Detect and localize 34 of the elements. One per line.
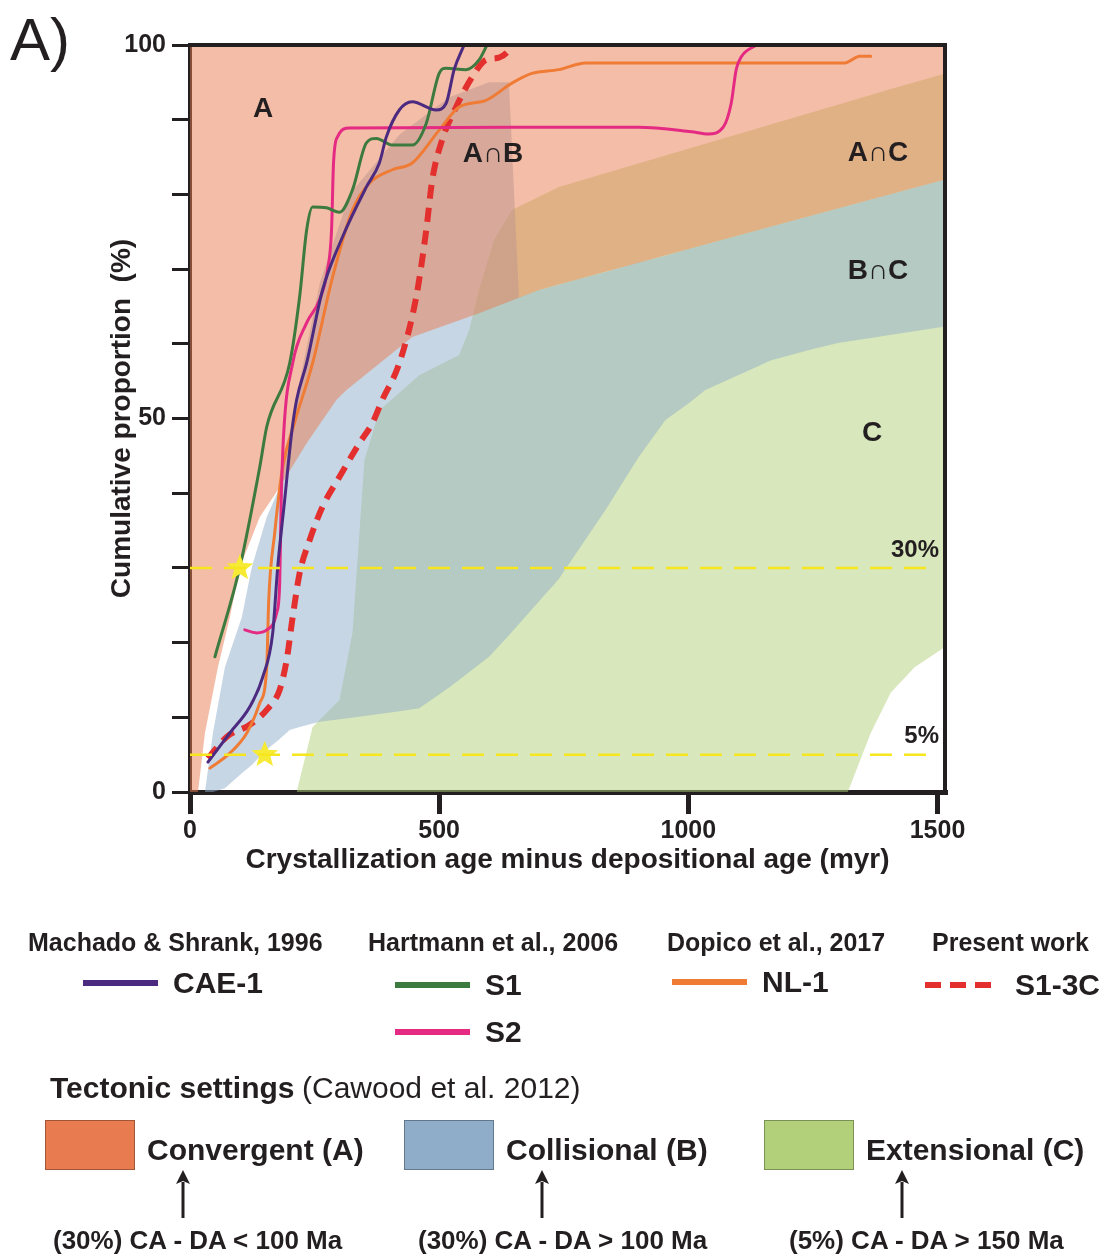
text: Present work xyxy=(932,927,1090,956)
text: Machado & Shrank, 1996 xyxy=(28,927,323,956)
text: Dopico et al., 2017 xyxy=(667,927,886,956)
text: Hartmann et al., 2006 xyxy=(368,927,619,956)
chart-title: A) xyxy=(10,6,70,73)
legend-label: S1-3C xyxy=(1015,968,1101,1001)
legend-label: S1 xyxy=(485,968,522,1001)
x-tick-label: 1000 xyxy=(660,814,717,843)
x-tick-label: 500 xyxy=(418,814,461,843)
legend-label: Collisional (B) xyxy=(506,1133,708,1166)
text: (30%) CA - DA < 100 Ma xyxy=(53,1225,343,1255)
y-tick-label: 50 xyxy=(138,402,166,431)
text: Tectonic settings xyxy=(50,1071,295,1104)
legend-label: NL-1 xyxy=(762,965,829,998)
annotation: A∩C xyxy=(847,136,909,167)
ref-line-label: 5% xyxy=(904,721,939,749)
annotation: C xyxy=(861,416,883,447)
x-tick-label: 1500 xyxy=(909,814,966,843)
text: (30%) CA - DA > 100 Ma xyxy=(418,1225,708,1255)
legend-label: Convergent (A) xyxy=(147,1133,364,1166)
ref-line-label: 30% xyxy=(890,534,939,562)
text: (Cawood et al. 2012) xyxy=(302,1071,581,1104)
text: (5%) CA - DA > 150 Ma xyxy=(789,1225,1064,1255)
annotation: A∩B xyxy=(462,137,524,168)
x-tick-label: 0 xyxy=(183,814,197,843)
annotation: A xyxy=(252,92,274,123)
x-axis-title: Crystallization age minus depositional age (myr) xyxy=(245,842,890,874)
y-tick-label: 100 xyxy=(124,28,166,57)
y-tick-label: 0 xyxy=(152,775,166,804)
legend-label: CAE-1 xyxy=(173,966,264,999)
annotation: B∩C xyxy=(847,254,909,285)
y-axis-title: Cumulative proportion (%) xyxy=(104,238,136,599)
legend-label: Extensional (C) xyxy=(866,1133,1085,1166)
legend-label: S2 xyxy=(485,1015,522,1048)
